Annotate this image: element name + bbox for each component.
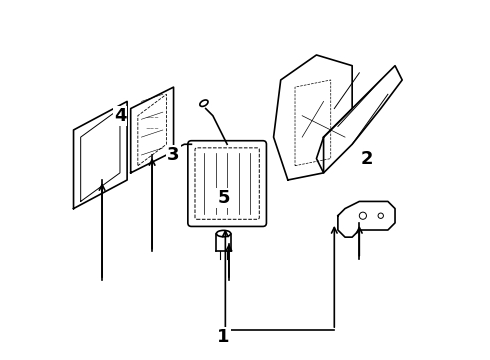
- Text: 5: 5: [218, 189, 230, 207]
- Text: 4: 4: [114, 107, 126, 125]
- Ellipse shape: [359, 212, 367, 219]
- FancyBboxPatch shape: [188, 141, 267, 226]
- Text: 2: 2: [360, 149, 373, 167]
- Text: 1: 1: [218, 328, 230, 346]
- Ellipse shape: [378, 213, 383, 219]
- Text: ~~~: ~~~: [145, 126, 159, 131]
- Ellipse shape: [200, 100, 208, 107]
- Text: ~~~: ~~~: [145, 115, 159, 120]
- Ellipse shape: [217, 230, 231, 237]
- FancyBboxPatch shape: [195, 148, 259, 219]
- Text: 3: 3: [167, 146, 180, 164]
